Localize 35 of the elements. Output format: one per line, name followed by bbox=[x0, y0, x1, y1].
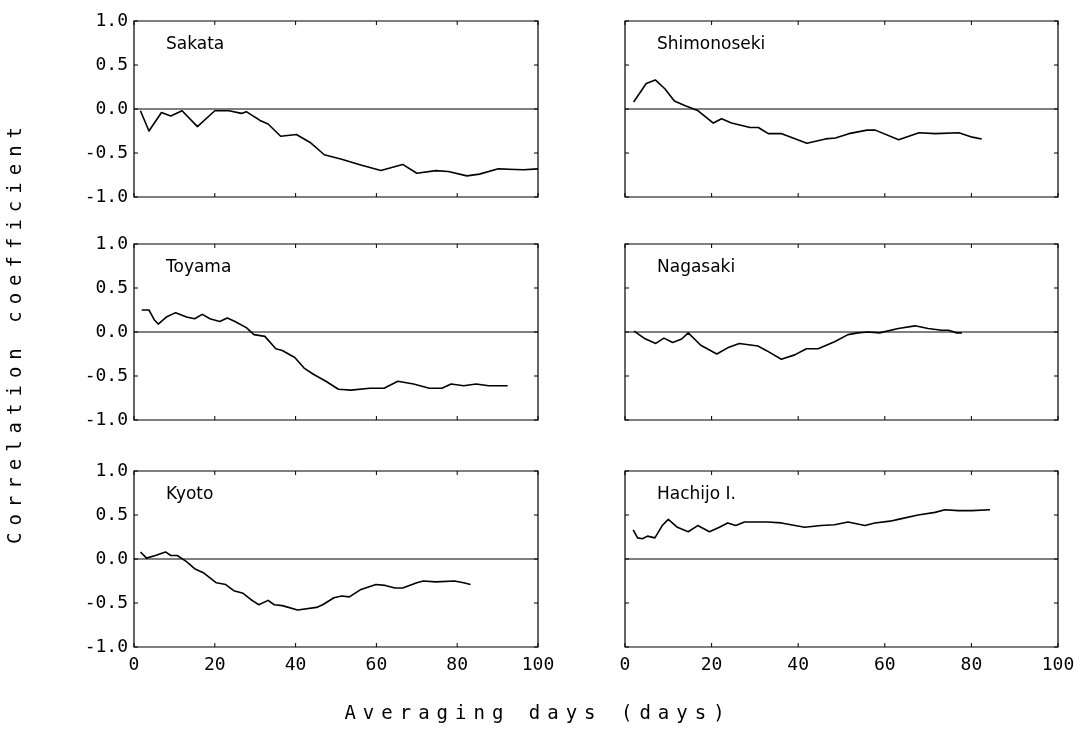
text: Shimonoseki bbox=[657, 33, 766, 54]
x-tick-label: 0 bbox=[128, 653, 140, 675]
y-tick-label: 1.0 bbox=[95, 458, 128, 480]
text: Toyama bbox=[165, 256, 232, 277]
y-tick-label: 1.0 bbox=[95, 231, 128, 253]
y-tick-label: 1.0 bbox=[95, 8, 128, 30]
y-tick-label: 0.5 bbox=[95, 502, 128, 524]
text: Kyoto bbox=[166, 483, 214, 504]
y-tick-label: -1.0 bbox=[84, 634, 128, 656]
y-tick-label: -0.5 bbox=[84, 363, 128, 385]
y-tick-label: -1.0 bbox=[84, 407, 128, 429]
y-axis-title: Correlation coefficient bbox=[3, 119, 25, 545]
text: Sakata bbox=[166, 33, 225, 54]
x-tick-label: 40 bbox=[787, 653, 810, 675]
text: Nagasaki bbox=[657, 256, 736, 277]
y-tick-label: -1.0 bbox=[84, 184, 128, 206]
x-tick-label: 0 bbox=[619, 653, 631, 675]
y-tick-label: 0.0 bbox=[95, 96, 128, 118]
x-axis-title: Averaging days (days) bbox=[344, 701, 732, 723]
y-tick-label: -0.5 bbox=[84, 140, 128, 162]
x-tick-label: 100 bbox=[521, 653, 555, 675]
x-tick-label: 60 bbox=[365, 653, 388, 675]
x-tick-label: 100 bbox=[1041, 653, 1075, 675]
y-tick-label: 0.5 bbox=[95, 52, 128, 74]
x-tick-label: 60 bbox=[873, 653, 896, 675]
text: Hachijo I. bbox=[657, 483, 736, 504]
x-tick-label: 80 bbox=[446, 653, 469, 675]
y-tick-label: -0.5 bbox=[84, 590, 128, 612]
x-tick-label: 20 bbox=[700, 653, 723, 675]
x-tick-label: 80 bbox=[960, 653, 983, 675]
x-tick-label: 20 bbox=[203, 653, 226, 675]
y-tick-label: 0.0 bbox=[95, 319, 128, 341]
x-tick-label: 40 bbox=[284, 653, 307, 675]
y-tick-label: 0.0 bbox=[95, 546, 128, 568]
y-tick-label: 0.5 bbox=[95, 275, 128, 297]
